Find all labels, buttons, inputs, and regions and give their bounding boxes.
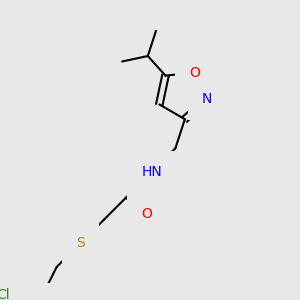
Text: Cl: Cl [0, 288, 11, 300]
Text: S: S [76, 236, 85, 250]
Text: O: O [189, 65, 200, 80]
Text: O: O [141, 207, 152, 221]
Text: N: N [202, 92, 212, 106]
Text: HN: HN [141, 165, 162, 179]
